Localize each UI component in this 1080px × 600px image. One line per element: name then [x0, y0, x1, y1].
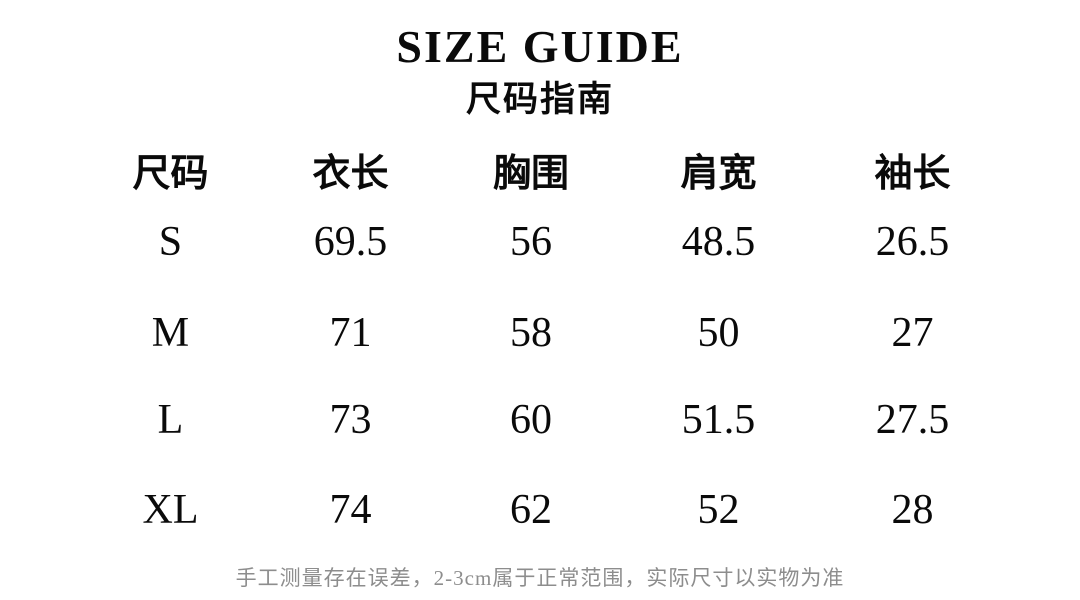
column-header-shoulder: 肩宽 — [680, 153, 757, 195]
size-label: S — [158, 219, 183, 265]
column-header-chest: 胸围 — [492, 153, 569, 195]
measurement-note: 手工测量存在误差，2-3cm属于正常范围，实际尺寸以实物为准 — [235, 566, 845, 590]
measurement-value: 27 — [891, 310, 934, 356]
page-subtitle: 尺码指南 — [465, 80, 614, 119]
measurement-value: 74 — [329, 487, 372, 533]
measurement-value: 26.5 — [875, 219, 950, 265]
table-row-l: L 73 60 51.5 27.5 — [80, 396, 1010, 444]
page-title: SIZE GUIDE — [396, 21, 684, 72]
size-label: M — [151, 310, 190, 356]
measurement-value: 28 — [891, 487, 934, 533]
size-label: XL — [142, 487, 199, 533]
column-header-length: 衣长 — [312, 153, 389, 195]
table-row-s: S 69.5 56 48.5 26.5 — [80, 218, 1010, 266]
measurement-value: 52 — [697, 487, 740, 533]
measurement-value: 73 — [329, 397, 372, 443]
measurement-value: 58 — [509, 310, 552, 356]
measurement-value: 71 — [329, 310, 372, 356]
table-row-m: M 71 58 50 27 — [80, 309, 1010, 357]
size-table-header-row: 尺码 衣长 胸围 肩宽 袖长 — [80, 150, 1010, 198]
column-header-size: 尺码 — [132, 153, 209, 195]
measurement-value: 27.5 — [875, 397, 950, 443]
measurement-value: 62 — [509, 487, 552, 533]
table-row-xl: XL 74 62 52 28 — [80, 486, 1010, 534]
measurement-value: 51.5 — [681, 397, 756, 443]
measurement-value: 60 — [509, 397, 552, 443]
measurement-value: 56 — [509, 219, 552, 265]
column-header-sleeve: 袖长 — [874, 153, 951, 195]
measurement-value: 69.5 — [313, 219, 388, 265]
size-label: L — [157, 397, 184, 443]
measurement-value: 50 — [697, 310, 740, 356]
measurement-value: 48.5 — [681, 219, 756, 265]
